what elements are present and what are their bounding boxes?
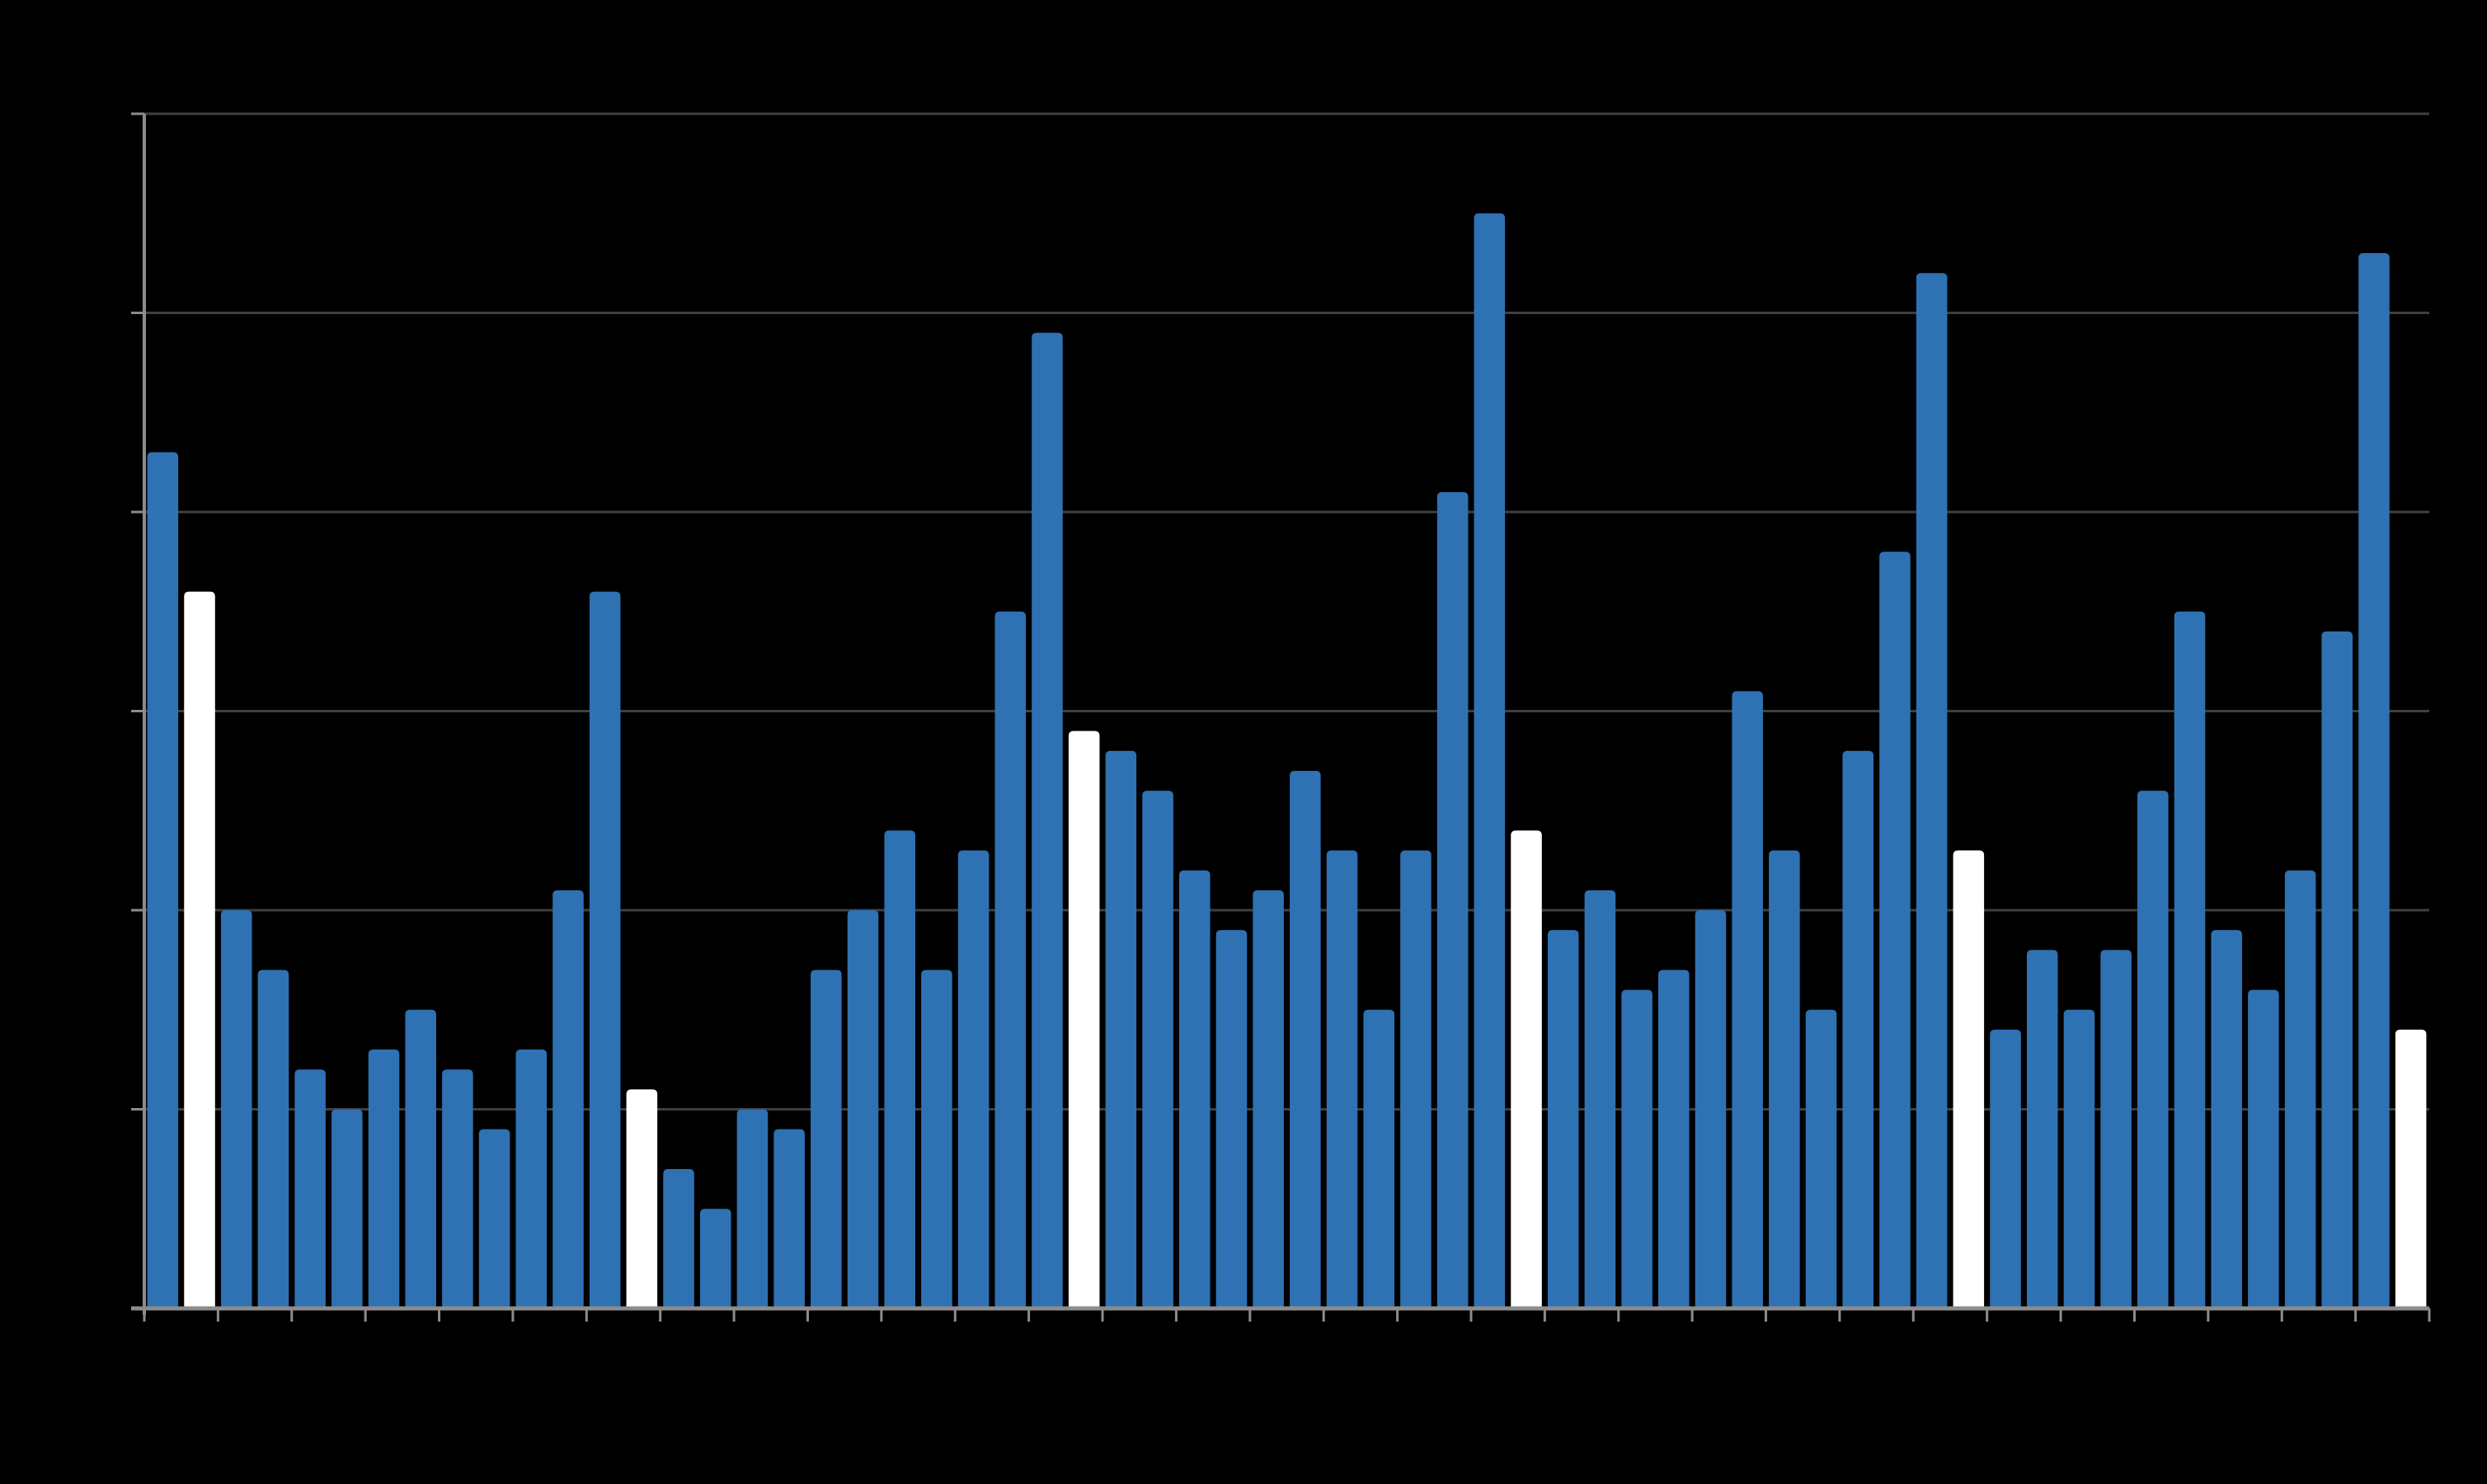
bar [2100,950,2132,1308]
bar [1363,1009,1395,1308]
bar-highlighted [184,591,215,1308]
bar [1326,850,1358,1308]
bar [773,1129,805,1308]
bar [294,1069,326,1308]
bar [1178,870,1211,1308]
bar [1215,930,1248,1308]
bar [1842,750,1874,1308]
bar [1253,890,1284,1308]
bar [147,452,179,1308]
bar [1290,770,1321,1308]
bar [220,910,252,1308]
bar [1400,850,1432,1308]
bar [921,970,952,1308]
bar [957,850,990,1308]
bar [2321,631,2353,1308]
bar [2137,791,2169,1308]
bar-highlighted [626,1089,658,1308]
bar [847,910,879,1308]
bar [478,1129,510,1308]
bar-highlighted [1511,830,1542,1308]
bar [442,1069,473,1308]
bar [1695,910,1727,1308]
bar [1732,691,1763,1308]
bar [552,890,584,1308]
bar [331,1109,363,1308]
bar [663,1168,694,1308]
bar [884,830,915,1308]
bar [1658,970,1690,1308]
bar [368,1050,400,1308]
bar [1032,332,1063,1308]
bar [2211,930,2242,1308]
bar [994,611,1027,1308]
bar [2284,870,2316,1308]
bar-highlighted [1068,730,1100,1308]
bar [1805,1009,1837,1308]
axes [131,112,2431,1322]
bars [147,213,2427,1309]
bar [811,970,842,1308]
bar [1547,930,1579,1308]
bar [699,1209,731,1308]
bar [2358,253,2390,1308]
bar [2248,989,2279,1308]
bar [1990,1029,2021,1308]
bar [736,1109,769,1308]
bar [1474,213,1506,1308]
bar [2063,1009,2095,1308]
bar [2174,611,2206,1308]
bar [589,591,621,1308]
bar-highlighted [2395,1029,2427,1308]
bar [1769,850,1800,1308]
bar [2026,950,2058,1308]
bar [1879,552,1911,1308]
bar [1621,989,1653,1308]
bar [1916,273,1948,1309]
bar [1584,890,1616,1308]
bar-highlighted [1953,850,1985,1308]
bar [405,1009,436,1308]
bar [1436,491,1469,1308]
bar [1142,791,1173,1308]
bar [257,970,289,1308]
bar [515,1050,548,1308]
bar [1105,750,1137,1308]
